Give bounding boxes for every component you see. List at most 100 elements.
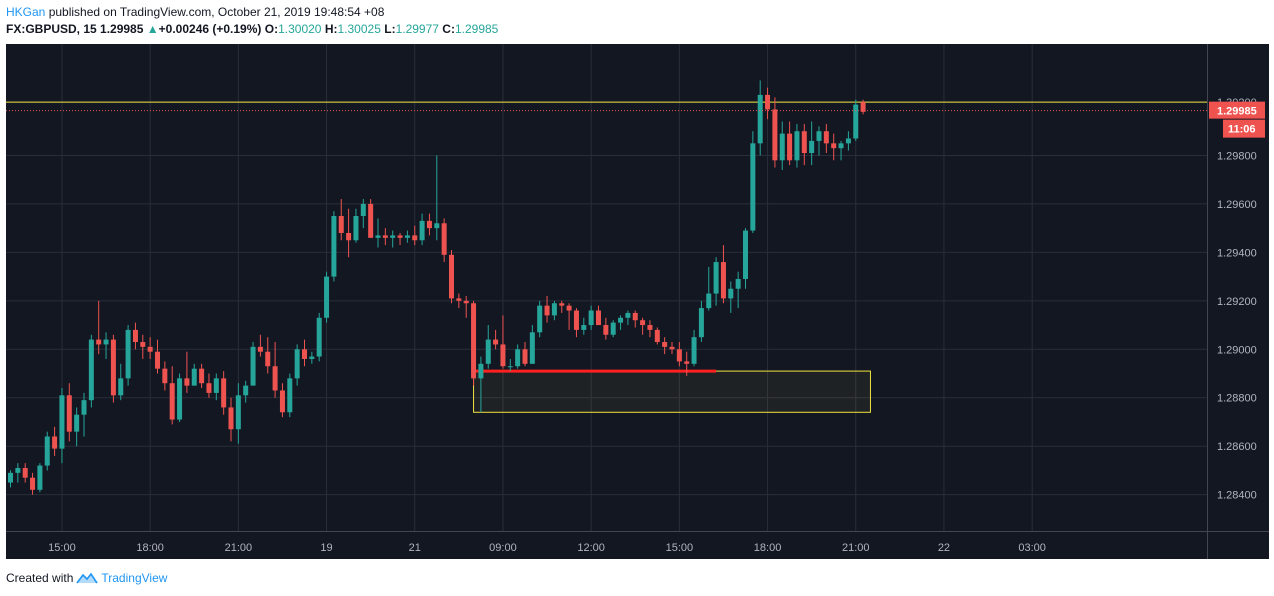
candle-body [610,322,616,335]
price-tick-label: 1.28800 [1217,393,1257,405]
price-tick-label: 1.29400 [1217,247,1257,259]
candle-body [485,339,491,364]
candle-body [838,143,844,149]
candle-body [257,346,263,352]
open-label: O: [264,22,279,36]
candle-body [103,339,109,345]
candle-body [706,293,712,309]
candle-body [184,378,190,386]
candle-body [419,220,425,241]
tradingview-brand-link[interactable]: TradingView [101,571,168,585]
candle-body [441,223,447,255]
candle-body [794,131,800,161]
open-value: 1.30020 [278,22,322,36]
candle-body [500,344,506,367]
candle-body [22,468,28,478]
candle-body [235,395,241,430]
candle-body [155,351,160,369]
candle-body [228,407,234,430]
candle-body [618,317,624,323]
candle-body [177,378,183,420]
time-tick-label: 18:00 [136,542,164,554]
time-tick-label: 15:00 [666,542,694,554]
candle-body [559,303,565,306]
candle-body [845,138,851,144]
candles-group [8,80,866,495]
candle-body [66,395,72,432]
candle-body [404,235,410,238]
candle-body [243,385,249,396]
candle-body [88,339,94,401]
candle-body [603,325,609,335]
candle-body [691,337,697,364]
candle-body [199,368,205,384]
candle-body [860,102,866,112]
candle-body [353,216,359,241]
candle-body [294,349,300,379]
low-label: L: [384,22,396,36]
candle-body [787,133,793,161]
price-tick-label: 1.29200 [1217,296,1257,308]
candle-body [8,472,13,483]
candle-body [743,230,748,280]
symbol-label: FX:GBPUSD, 15 [6,22,97,36]
candle-body [81,400,87,415]
candle-body [52,436,58,449]
up-arrow-icon: ▲ [146,22,159,36]
candle-body [338,216,344,233]
candle-body [676,349,682,362]
candle-body [30,477,36,490]
author-link[interactable]: HKGan [6,5,46,19]
candle-body [309,356,315,359]
candle-body [382,235,388,238]
candle-body [213,378,219,393]
candle-body [662,342,668,347]
published-text: published on TradingView.com, October 21… [48,5,385,19]
candle-body [647,325,653,330]
candle-body [823,131,829,144]
candle-body [96,339,102,345]
chart-background [6,44,1269,559]
last-price: 1.29985 [100,22,144,36]
candle-body [375,235,381,238]
candle-body [390,235,396,238]
candle-body [360,203,366,217]
time-tick-label: 22 [938,542,950,554]
candle-body [74,414,80,432]
candle-body [287,378,293,413]
candle-body [44,436,50,466]
candle-body [640,320,646,326]
candle-body [537,305,543,333]
tradingview-logo-icon [76,572,99,584]
countdown-label: 11:06 [1228,124,1256,136]
candle-body [169,383,175,420]
candle-body [449,254,454,299]
candlestick-chart[interactable]: 1.28400 1.28600 1.28800 1.29000 1.29200 1.294… [6,44,1269,559]
price-tick-label: 1.28600 [1217,441,1257,453]
chart-panel[interactable]: 1.28400 1.28600 1.28800 1.29000 1.29200 1.294… [6,44,1269,559]
candle-body [735,279,741,289]
candle-body [221,378,227,408]
candle-body [801,131,807,154]
candle-body [772,109,778,161]
footer: Created with TradingView [6,571,167,585]
time-tick-label: 21 [409,542,421,554]
price-tick-label: 1.29000 [1217,344,1257,356]
candle-body [471,303,477,379]
candle-body [698,308,704,338]
candle-body [573,310,579,330]
candle-body [346,232,352,241]
candle-body [493,339,499,345]
candle-body [581,325,587,330]
low-value: 1.29977 [395,22,439,36]
time-tick-label: 03:00 [1018,542,1046,554]
candle-body [654,329,660,343]
created-with-label: Created with [6,571,74,585]
time-tick-label: 12:00 [577,542,605,554]
time-tick-label: 21:00 [225,542,253,554]
candle-body [162,368,168,384]
candle-body [507,366,513,368]
time-tick-label: 18:00 [754,542,782,554]
candle-body [596,310,601,326]
candle-body [302,349,307,359]
